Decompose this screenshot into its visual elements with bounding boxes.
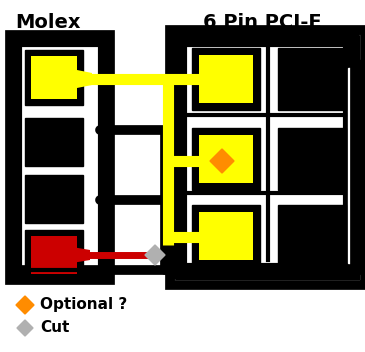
Bar	[31, 56, 77, 99]
Bar	[20, 45, 100, 270]
Bar	[192, 128, 260, 190]
Bar	[278, 128, 346, 190]
Bar	[278, 205, 346, 267]
Text: Cut: Cut	[40, 321, 69, 335]
Bar	[178, 38, 358, 278]
Bar	[185, 45, 345, 265]
Polygon shape	[16, 296, 34, 314]
Bar	[185, 45, 345, 265]
Bar	[31, 236, 77, 274]
Polygon shape	[145, 245, 165, 265]
Text: Molex: Molex	[15, 13, 81, 31]
Bar	[170, 30, 365, 285]
Bar	[25, 50, 83, 105]
Bar	[25, 118, 83, 166]
Text: 6 Pin PCI-E: 6 Pin PCI-E	[203, 13, 321, 31]
Bar	[199, 135, 253, 183]
Polygon shape	[17, 320, 33, 336]
Polygon shape	[200, 153, 230, 169]
Bar	[10, 35, 110, 280]
Bar	[25, 230, 83, 280]
Bar	[340, 60, 362, 270]
Bar	[278, 48, 346, 110]
Bar	[175, 35, 355, 275]
Bar	[20, 45, 100, 270]
Text: Optional ?: Optional ?	[40, 297, 127, 313]
Polygon shape	[72, 247, 90, 263]
Polygon shape	[200, 71, 228, 87]
Bar	[25, 175, 83, 223]
Polygon shape	[200, 229, 230, 245]
Bar	[192, 48, 260, 110]
Bar	[192, 205, 260, 267]
Bar	[10, 35, 110, 280]
Bar	[199, 212, 253, 260]
Bar	[199, 55, 253, 103]
Bar	[175, 35, 355, 275]
Bar	[348, 68, 356, 263]
Polygon shape	[72, 69, 92, 89]
Polygon shape	[210, 149, 234, 173]
